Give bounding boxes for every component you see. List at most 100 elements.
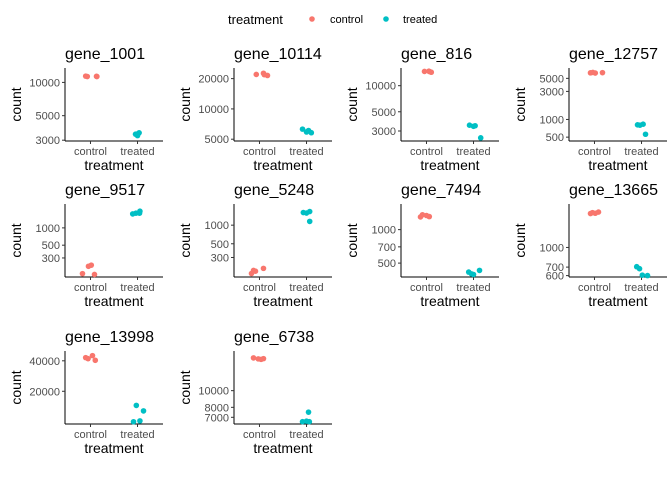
facet-panel: gene_816 3000 5000 10000 control treatedtreat… — [344, 46, 499, 173]
y-tick-label: 5000 — [205, 134, 229, 146]
data-point-treated — [639, 272, 646, 278]
x-tick-label: treated — [456, 146, 490, 158]
y-tick-label: 8000 — [205, 402, 229, 414]
y-axis-title: count — [8, 87, 24, 121]
y-tick-label: 1000 — [36, 223, 60, 235]
x-axis-title: treatment — [84, 440, 143, 456]
y-axis-title: count — [8, 370, 24, 404]
data-point-treated — [137, 208, 143, 214]
x-tick-label: treated — [120, 282, 154, 294]
x-tick-label: control — [243, 429, 276, 441]
data-point-control — [79, 270, 86, 277]
legend-label-control: control — [330, 14, 363, 26]
panel-title: gene_1001 — [65, 46, 145, 63]
facet-panel: gene_1001 3000 5000 10000 control treatedtrea… — [8, 46, 163, 173]
y-axis-title: count — [512, 223, 528, 257]
y-tick-label: 40000 — [29, 356, 60, 368]
panel-title: gene_7494 — [401, 182, 481, 199]
y-axis-title: count — [512, 87, 528, 121]
y-tick-label: 5000 — [36, 111, 60, 123]
data-point-treated — [133, 402, 140, 409]
data-point-control — [92, 357, 99, 364]
data-point-control — [595, 209, 602, 215]
data-point-control — [85, 355, 91, 362]
x-tick-label: treated — [289, 282, 323, 294]
panel-title: gene_13998 — [65, 329, 154, 346]
data-point-control — [260, 355, 267, 362]
facet-panel: gene_7494 500 700 1000 control treatedtreatme… — [344, 182, 499, 309]
y-axis-title: count — [177, 87, 193, 121]
y-axis-title: count — [177, 223, 193, 257]
data-point-treated — [306, 418, 313, 425]
x-tick-label: control — [243, 282, 276, 294]
y-tick-label: 500 — [378, 258, 396, 270]
data-point-control — [426, 68, 433, 75]
data-point-control — [94, 73, 100, 80]
data-point-control — [260, 265, 267, 272]
data-point-treated — [477, 135, 484, 141]
panel-title: gene_5248 — [234, 182, 314, 199]
x-axis-title: treatment — [253, 440, 312, 456]
y-tick-label: 3000 — [540, 86, 564, 98]
x-tick-label: treated — [624, 146, 658, 158]
x-axis-title: treatment — [420, 293, 479, 309]
data-point-control — [253, 71, 260, 78]
y-tick-label: 10000 — [365, 81, 396, 93]
data-point-treated — [140, 408, 147, 414]
y-axis-title: count — [8, 223, 24, 257]
data-point-treated — [137, 418, 143, 424]
y-tick-label: 5000 — [372, 107, 396, 119]
panel-title: gene_12757 — [569, 46, 658, 63]
data-point-treated — [305, 409, 312, 415]
x-tick-label: treated — [120, 429, 154, 441]
data-point-control — [250, 355, 257, 361]
x-tick-label: control — [410, 146, 443, 158]
data-point-control — [89, 352, 96, 359]
data-point-control — [426, 213, 433, 220]
x-axis-title: treatment — [253, 293, 312, 309]
y-tick-label: 600 — [546, 271, 564, 283]
data-point-treated — [470, 271, 477, 278]
panel-title: gene_6738 — [234, 329, 314, 346]
data-point-treated — [306, 218, 313, 225]
data-point-treated — [636, 265, 643, 272]
panel-title: gene_816 — [401, 46, 472, 63]
y-tick-label: 700 — [378, 242, 396, 254]
data-point-control — [421, 68, 428, 75]
facet-panel: gene_10114 5000 10000 20000 control treatedtr… — [177, 46, 332, 173]
x-axis-title: treatment — [588, 157, 647, 173]
data-point-control — [592, 70, 599, 76]
data-point-control — [599, 69, 606, 76]
panel-title: gene_9517 — [65, 182, 145, 199]
panel-title: gene_10114 — [234, 46, 322, 63]
y-tick-label: 500 — [211, 239, 229, 251]
x-tick-label: control — [578, 146, 611, 158]
x-axis-title: treatment — [420, 157, 479, 173]
data-point-treated — [640, 121, 646, 128]
x-tick-label: treated — [289, 429, 323, 441]
y-tick-label: 10000 — [198, 104, 229, 116]
facet-panel: gene_13998 20000 40000 control treatedtreatm… — [8, 329, 163, 456]
data-point-treated — [306, 208, 313, 215]
x-tick-label: treated — [456, 282, 490, 294]
x-tick-label: control — [410, 282, 443, 294]
x-tick-label: control — [74, 429, 107, 441]
y-tick-label: 3000 — [372, 126, 396, 138]
y-tick-label: 20000 — [198, 74, 229, 86]
x-axis-title: treatment — [253, 157, 312, 173]
legend: treatment control treated — [228, 12, 437, 27]
y-tick-label: 700 — [546, 262, 564, 274]
y-tick-label: 1000 — [372, 225, 396, 237]
y-tick-label: 20000 — [29, 386, 60, 398]
x-tick-label: treated — [120, 146, 154, 158]
data-point-treated — [472, 122, 478, 129]
y-tick-label: 10000 — [198, 386, 229, 398]
y-axis-title: count — [177, 370, 193, 404]
